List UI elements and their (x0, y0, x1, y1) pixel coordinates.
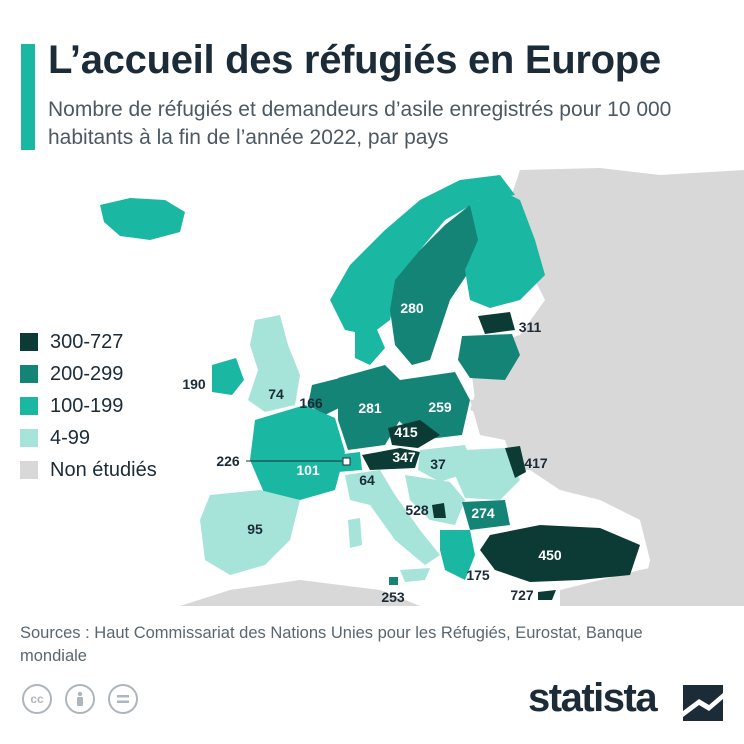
region-sardinia (348, 518, 362, 548)
region-denmark (355, 325, 385, 365)
legend-label: 4-99 (50, 426, 91, 449)
label-norway-sweden: 280 (400, 300, 424, 316)
region-uk (248, 315, 300, 412)
label-poland: 259 (428, 399, 452, 415)
legend-swatch (20, 333, 38, 351)
statista-logo-text[interactable]: statista (528, 676, 658, 720)
label-austria: 347 (392, 449, 416, 465)
region-france (250, 405, 345, 500)
legend-item: 300-727 (20, 326, 157, 358)
title-accent-bar (21, 44, 35, 150)
region-north-africa (180, 580, 420, 606)
region-iceland (100, 198, 185, 240)
region-estonia (478, 312, 515, 334)
region-turkey (480, 525, 640, 582)
switzerland-marker (342, 457, 351, 466)
label-germany: 281 (358, 400, 382, 416)
legend-swatch (20, 397, 38, 415)
sources-note: Sources : Haut Commissariat des Nations … (20, 624, 643, 665)
label-belgium: 166 (299, 395, 323, 411)
cc-icon[interactable]: cc (22, 684, 52, 714)
region-benelux (308, 378, 345, 415)
region-sweden (390, 205, 480, 365)
legend-label: 100-199 (50, 394, 124, 417)
region-italy (345, 470, 440, 565)
region-moldova (505, 446, 526, 478)
map-legend: 300-727 200-299 100-199 4-99 Non étudiés (20, 326, 157, 486)
legend-item: Non étudiés (20, 454, 157, 486)
legend-label: 200-299 (50, 362, 124, 385)
label-ireland: 190 (182, 376, 206, 392)
label-montenegro: 528 (405, 502, 429, 518)
label-moldova: 417 (524, 455, 548, 471)
region-austria (362, 448, 420, 470)
region-middle-east (560, 560, 744, 606)
region-montenegro (432, 503, 446, 518)
legend-label: Non étudiés (50, 458, 157, 481)
label-spain: 95 (247, 521, 263, 537)
region-ireland (212, 358, 244, 395)
legend-item: 200-299 (20, 358, 157, 390)
label-france: 101 (296, 462, 320, 478)
region-malta (389, 577, 398, 585)
label-turkey: 450 (538, 547, 562, 563)
region-baltics (458, 334, 520, 380)
legend-item: 4-99 (20, 422, 157, 454)
region-finland (465, 190, 545, 308)
label-greece: 175 (466, 567, 490, 583)
legend-item: 100-199 (20, 390, 157, 422)
by-icon[interactable] (65, 684, 95, 714)
label-uk: 74 (268, 386, 284, 402)
label-estonia: 311 (519, 319, 542, 335)
label-hungary: 37 (430, 456, 446, 472)
legend-swatch (20, 365, 38, 383)
chart-title: L’accueil des réfugiés en Europe (48, 38, 661, 82)
legend-swatch (20, 461, 38, 479)
region-norway (330, 175, 515, 335)
region-czechia (388, 420, 440, 448)
europe-map: 280 311 190 74 166 281 259 415 347 226 1… (100, 168, 744, 606)
region-sicily (400, 568, 430, 582)
region-greece (440, 530, 475, 580)
statista-logo-icon (683, 685, 723, 721)
label-malta: 253 (381, 589, 405, 605)
label-czechia: 415 (394, 424, 418, 440)
label-cyprus: 727 (510, 587, 534, 603)
label-italy: 64 (359, 472, 375, 488)
nd-icon[interactable] (108, 684, 138, 714)
region-germany (338, 365, 400, 450)
region-bulgaria (462, 500, 510, 530)
label-switzerland: 226 (216, 453, 240, 469)
region-romania (455, 448, 520, 500)
region-cyprus (538, 590, 556, 600)
chart-subtitle: Nombre de réfugiés et demandeurs d’asile… (48, 98, 672, 149)
region-iberia (200, 490, 300, 575)
license-icons: cc (22, 684, 151, 714)
legend-swatch (20, 429, 38, 447)
region-balkans (405, 475, 465, 525)
region-ukraine (470, 395, 575, 470)
legend-label: 300-727 (50, 330, 124, 353)
label-bulgaria: 274 (471, 505, 495, 521)
